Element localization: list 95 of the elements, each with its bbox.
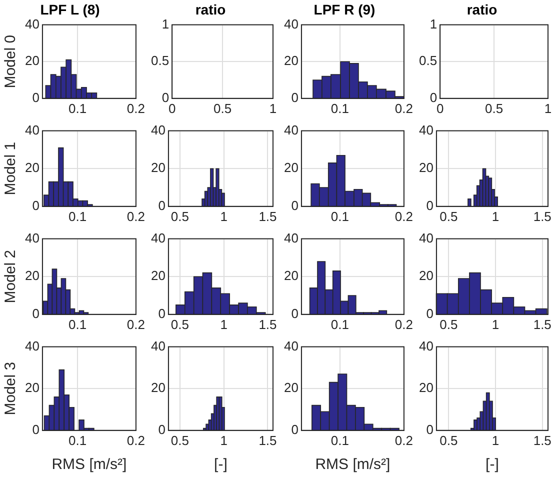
x-tick-label: 1 [220, 316, 228, 332]
y-tick-label: 0 [32, 198, 40, 213]
y-tick-label: 40 [418, 122, 434, 138]
x-tick-label: 1.5 [258, 208, 277, 224]
y-tick-label: 40 [284, 16, 298, 32]
x-axis-title: [-] [214, 456, 228, 474]
y-tick-label: 40 [150, 230, 166, 246]
y-tick-label: 40 [24, 16, 40, 32]
y-tick-label: 40 [284, 338, 298, 354]
x-tick-label: 0.1 [330, 316, 349, 332]
y-tick-label: 20 [150, 160, 166, 176]
y-tick-label: 40 [418, 230, 434, 246]
x-tick-label: 0.1 [330, 100, 349, 116]
x-tick-label: 0.5 [440, 316, 458, 332]
x-tick-label: 0.2 [394, 100, 414, 116]
y-tick-label: 20 [418, 160, 434, 176]
x-tick-label: 0.1 [68, 100, 87, 116]
x-tick-label: 0.2 [126, 208, 146, 224]
y-tick-label: 20 [284, 268, 298, 284]
y-tick-label: 20 [418, 380, 434, 396]
x-tick-label: 0.5 [484, 100, 504, 116]
x-tick-label: 0.2 [394, 316, 414, 332]
x-tick-label: 0.2 [126, 432, 146, 448]
y-tick-label: 20 [24, 53, 40, 68]
x-tick-label: 1.5 [258, 316, 277, 332]
y-tick-label: 0 [426, 198, 434, 213]
y-tick-label: 40 [150, 122, 166, 138]
y-tick-label: 0.5 [150, 53, 170, 68]
x-tick-label: 1.5 [533, 316, 552, 332]
x-tick-label: 1 [492, 208, 500, 224]
x-tick-label: 1.5 [533, 432, 552, 448]
y-tick-label: 0 [291, 90, 298, 105]
y-tick-label: 40 [150, 338, 166, 354]
x-tick-label: 0.5 [440, 208, 458, 224]
y-tick-label: 40 [24, 338, 40, 354]
chart-title: LPF R (9) [314, 1, 376, 18]
y-tick-label: 20 [284, 380, 298, 396]
chart-title: ratio [195, 1, 226, 18]
x-tick-label: 1 [269, 100, 277, 116]
y-tick-label: 20 [24, 268, 40, 284]
x-tick-label: 0.1 [330, 432, 349, 448]
y-tick-label: 0 [291, 422, 298, 437]
y-tick-label: 0.5 [418, 53, 438, 68]
y-tick-label: 0 [32, 306, 40, 321]
y-tick-label: 0 [430, 90, 438, 105]
y-tick-label: 40 [284, 230, 298, 246]
y-tick-label: 0 [291, 198, 298, 213]
x-tick-label: 0.2 [394, 432, 414, 448]
x-tick-label: 1.5 [533, 208, 552, 224]
y-axis-title: Model 2 [2, 250, 20, 304]
x-tick-label: 1 [492, 316, 500, 332]
y-tick-label: 20 [284, 53, 298, 68]
y-tick-label: 0 [426, 422, 434, 437]
y-tick-label: 20 [150, 268, 166, 284]
y-tick-label: 40 [24, 122, 40, 138]
y-tick-label: 40 [284, 122, 298, 138]
x-tick-label: 0.2 [394, 208, 414, 224]
x-tick-label: 0.1 [68, 316, 87, 332]
x-tick-label: 1 [492, 432, 500, 448]
x-tick-label: 1 [544, 100, 552, 116]
x-tick-label: 0.1 [68, 208, 87, 224]
x-tick-label: 0.1 [68, 432, 87, 448]
chart-title: LPF L (8) [40, 1, 100, 18]
y-tick-label: 20 [150, 380, 166, 396]
x-tick-label: 1 [220, 432, 228, 448]
y-tick-label: 0 [426, 306, 434, 321]
y-tick-label: 0 [162, 90, 170, 105]
y-axis-title: Model 3 [2, 362, 20, 416]
x-tick-label: 1 [220, 208, 228, 224]
y-tick-label: 0 [32, 90, 40, 105]
y-tick-label: 40 [24, 230, 40, 246]
x-tick-label: 0.1 [330, 208, 349, 224]
x-tick-label: 0.5 [440, 432, 458, 448]
y-tick-label: 1 [162, 16, 170, 32]
y-tick-label: 40 [418, 338, 434, 354]
x-axis-title: RMS [m/s²] [315, 456, 390, 474]
y-tick-label: 0 [158, 306, 166, 321]
y-tick-label: 0 [32, 422, 40, 437]
x-tick-label: 1.5 [258, 432, 277, 448]
y-axis-title: Model 1 [2, 142, 20, 196]
y-tick-label: 20 [24, 160, 40, 176]
x-tick-label: 0.2 [126, 316, 146, 332]
x-axis-title: RMS [m/s²] [52, 456, 127, 474]
x-tick-label: 0.5 [213, 100, 232, 116]
chart-title: ratio [466, 1, 498, 18]
y-tick-label: 20 [418, 268, 434, 284]
y-tick-label: 20 [24, 380, 40, 396]
x-tick-label: 0.2 [126, 100, 146, 116]
y-tick-label: 20 [284, 160, 298, 176]
x-axis-title: [-] [486, 456, 499, 474]
y-tick-label: 0 [291, 306, 298, 321]
y-tick-label: 0 [158, 198, 166, 213]
y-tick-label: 1 [430, 16, 438, 32]
y-axis-title: Model 0 [2, 34, 20, 88]
y-tick-label: 0 [158, 422, 166, 437]
